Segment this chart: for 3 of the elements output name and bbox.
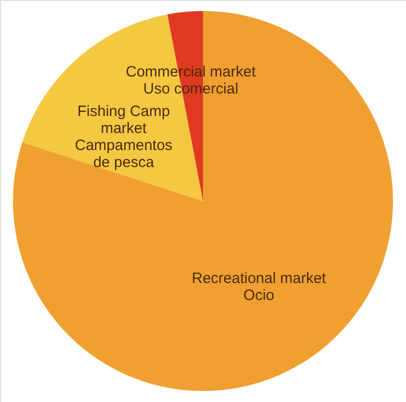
slice-label: Fishing Camp market Campamentos de pesca <box>74 102 172 171</box>
pie-slice <box>13 11 393 391</box>
slice-label: Recreational market Ocio <box>192 270 327 304</box>
